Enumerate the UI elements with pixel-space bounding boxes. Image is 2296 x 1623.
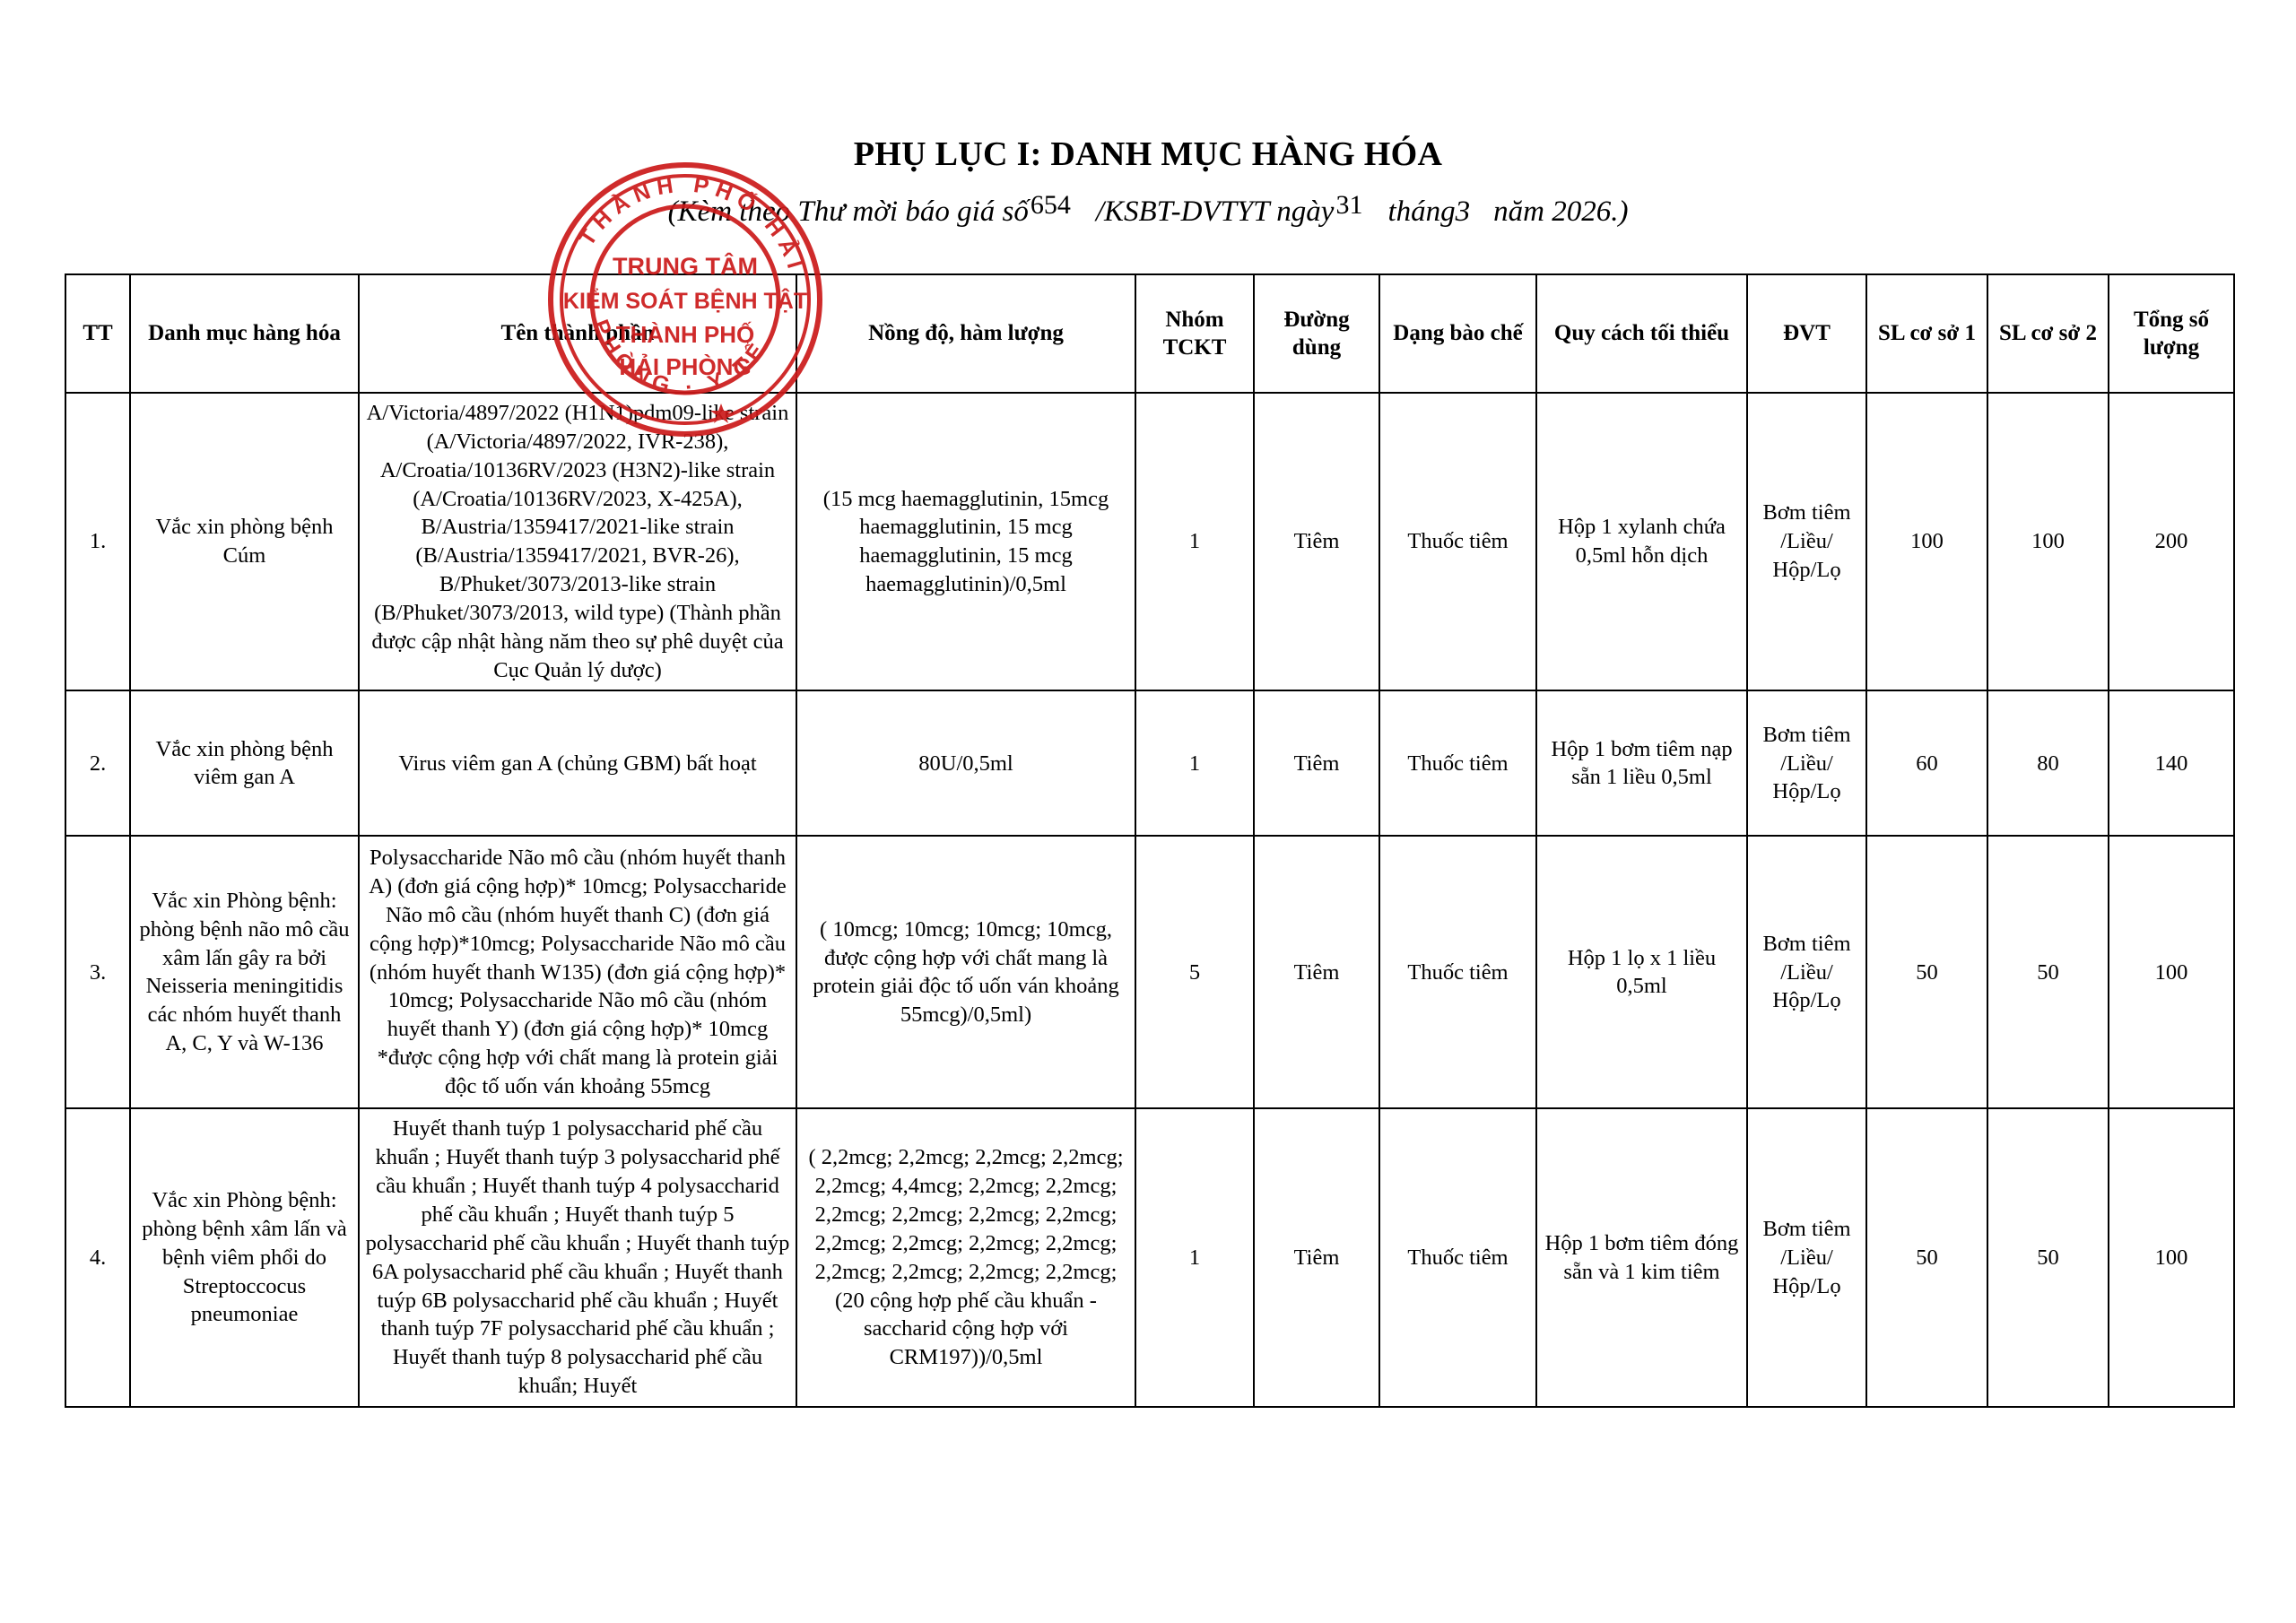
cell-concentration: (15 mcg haemagglutinin, 15mcg haemagglut… (796, 391, 1136, 692)
cell-form: Thuốc tiêm (1378, 1107, 1537, 1408)
table-header-row: TT Danh mục hàng hóa Tên thành phần Nồng… (65, 273, 2235, 394)
cell-qty2: 50 (1987, 835, 2109, 1110)
cell-route: Tiêm (1253, 391, 1380, 692)
title-block: PHỤ LỤC I: DANH MỤC HÀNG HÓA (Kèm theo T… (0, 135, 2296, 229)
cell-tt: 1. (65, 391, 131, 692)
cell-qty1: 100 (1866, 391, 1988, 692)
header-group: Nhóm TCKT (1135, 273, 1255, 394)
cell-total: 100 (2108, 835, 2235, 1110)
document-reference-line: (Kèm theo Thư mời báo giá số 654 /KSBT-D… (0, 190, 2296, 229)
goods-table-wrapper: TT Danh mục hàng hóa Tên thành phần Nồng… (65, 273, 2235, 1408)
cell-qty1: 50 (1866, 1107, 1988, 1408)
cell-spec: Hộp 1 lọ x 1 liều 0,5ml (1535, 835, 1748, 1110)
cell-unit: Bơm tiêm /Liều/ Hộp/Lọ (1746, 835, 1867, 1110)
cell-qty1: 50 (1866, 835, 1988, 1110)
cell-qty2: 100 (1987, 391, 2109, 692)
cell-group: 1 (1135, 690, 1255, 838)
reference-month-label: tháng (1387, 195, 1456, 228)
table-row: 2. Vắc xin phòng bệnh viêm gan A Virus v… (65, 690, 2235, 838)
cell-unit: Bơm tiêm /Liều/ Hộp/Lọ (1746, 391, 1867, 692)
header-concentration: Nồng độ, hàm lượng (796, 273, 1136, 394)
cell-concentration: ( 10mcg; 10mcg; 10mcg; 10mcg, được cộng … (796, 835, 1136, 1110)
cell-concentration: ( 2,2mcg; 2,2mcg; 2,2mcg; 2,2mcg; 2,2mcg… (796, 1107, 1136, 1408)
header-tt: TT (65, 273, 131, 394)
header-qty2: SL cơ sở 2 (1987, 273, 2109, 394)
reference-month: 3 (1455, 195, 1471, 228)
cell-tt: 2. (65, 690, 131, 838)
cell-name: Vắc xin Phòng bệnh: phòng bệnh xâm lấn v… (129, 1107, 360, 1408)
reference-year: năm 2026.) (1493, 195, 1629, 228)
header-unit: ĐVT (1746, 273, 1867, 394)
header-total: Tổng số lượng (2108, 273, 2235, 394)
cell-route: Tiêm (1253, 690, 1380, 838)
cell-form: Thuốc tiêm (1378, 391, 1537, 692)
header-form: Dạng bào chế (1378, 273, 1537, 394)
cell-qty2: 80 (1987, 690, 2109, 838)
header-spec: Quy cách tối thiểu (1535, 273, 1748, 394)
reference-middle: /KSBT-DVTYT ngày (1095, 195, 1335, 228)
cell-route: Tiêm (1253, 1107, 1380, 1408)
cell-name: Vắc xin phòng bệnh Cúm (129, 391, 360, 692)
cell-ingredient: Polysaccharide Não mô cầu (nhóm huyết th… (358, 835, 797, 1110)
cell-name: Vắc xin phòng bệnh viêm gan A (129, 690, 360, 838)
cell-ingredient: Huyết thanh tuýp 1 polysaccharid phế cầu… (358, 1107, 797, 1408)
cell-qty2: 50 (1987, 1107, 2109, 1408)
cell-group: 5 (1135, 835, 1255, 1110)
cell-unit: Bơm tiêm /Liều/ Hộp/Lọ (1746, 1107, 1867, 1408)
cell-spec: Hộp 1 xylanh chứa 0,5ml hỗn dịch (1535, 391, 1748, 692)
cell-group: 1 (1135, 1107, 1255, 1408)
cell-spec: Hộp 1 bơm tiêm đóng sẵn và 1 kim tiêm (1535, 1107, 1748, 1408)
cell-total: 200 (2108, 391, 2235, 692)
goods-table: TT Danh mục hàng hóa Tên thành phần Nồng… (65, 273, 2235, 1408)
header-qty1: SL cơ sở 1 (1866, 273, 1988, 394)
cell-qty1: 60 (1866, 690, 1988, 838)
header-route: Đường dùng (1253, 273, 1380, 394)
cell-group: 1 (1135, 391, 1255, 692)
table-row: 1. Vắc xin phòng bệnh Cúm A/Victoria/489… (65, 391, 2235, 692)
cell-total: 100 (2108, 1107, 2235, 1408)
reference-number: 654 (1030, 189, 1071, 220)
cell-tt: 3. (65, 835, 131, 1110)
cell-concentration: 80U/0,5ml (796, 690, 1136, 838)
cell-ingredient: Virus viêm gan A (chủng GBM) bất hoạt (358, 690, 797, 838)
cell-ingredient: A/Victoria/4897/2022 (H1N1)pdm09-like st… (358, 391, 797, 692)
table-row: 3. Vắc xin Phòng bệnh: phòng bệnh não mô… (65, 835, 2235, 1110)
header-name: Danh mục hàng hóa (129, 273, 360, 394)
header-ingredient: Tên thành phần (358, 273, 797, 394)
page-title: PHỤ LỤC I: DANH MỤC HÀNG HÓA (853, 135, 1443, 173)
cell-total: 140 (2108, 690, 2235, 838)
cell-form: Thuốc tiêm (1378, 690, 1537, 838)
cell-unit: Bơm tiêm /Liều/ Hộp/Lọ (1746, 690, 1867, 838)
table-row: 4. Vắc xin Phòng bệnh: phòng bệnh xâm lấ… (65, 1107, 2235, 1408)
cell-spec: Hộp 1 bơm tiêm nạp sẵn 1 liều 0,5ml (1535, 690, 1748, 838)
cell-form: Thuốc tiêm (1378, 835, 1537, 1110)
cell-route: Tiêm (1253, 835, 1380, 1110)
reference-day: 31 (1335, 189, 1363, 220)
reference-prefix: (Kèm theo Thư mời báo giá số (667, 195, 1029, 228)
cell-name: Vắc xin Phòng bệnh: phòng bệnh não mô cầ… (129, 835, 360, 1110)
cell-tt: 4. (65, 1107, 131, 1408)
